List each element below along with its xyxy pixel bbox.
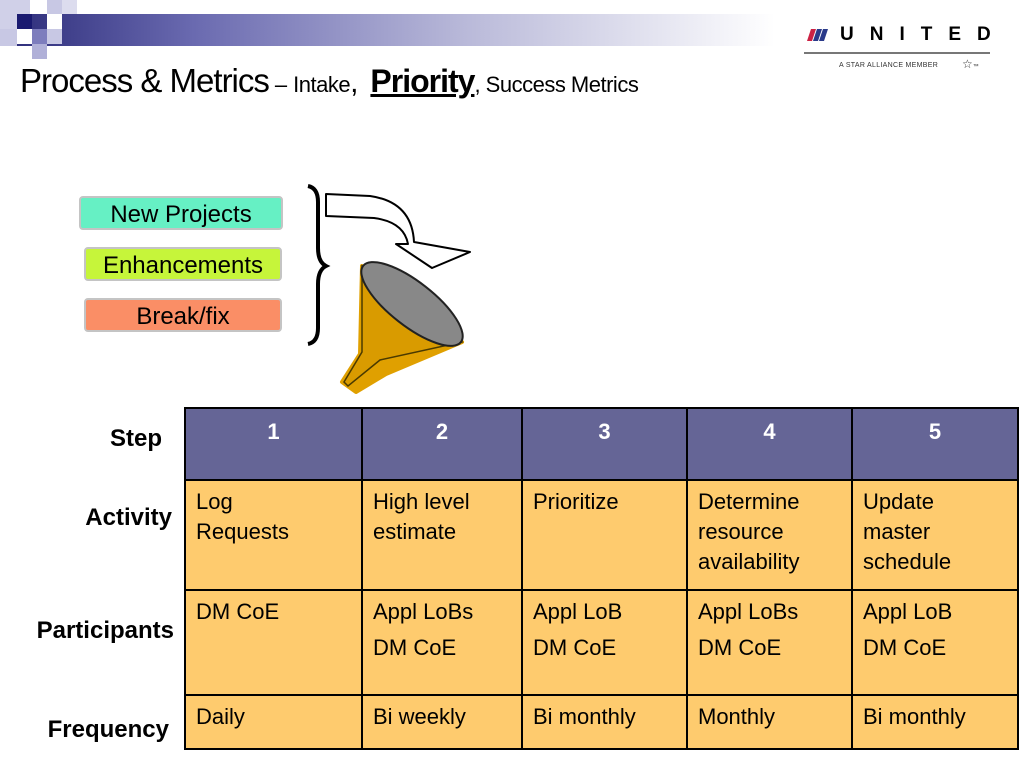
row-label-step: Step <box>109 425 162 452</box>
title-success-metrics: , Success Metrics <box>474 72 639 97</box>
intake-break-fix: Break/fix <box>84 298 282 332</box>
activity-line: Requests <box>196 519 289 544</box>
activity-line: Update <box>863 489 934 514</box>
activity-line: Log <box>196 489 233 514</box>
frequency-cell: Bi monthly <box>521 694 688 750</box>
participants-cell: Appl LoBs DM CoE <box>686 589 853 696</box>
title-comma: , <box>350 66 359 99</box>
page-title: Process & Metrics – Intake, Priority, Succe… <box>20 62 639 100</box>
row-label-activity: Activity <box>85 504 172 531</box>
participant-line: Appl LoB <box>863 599 953 624</box>
title-priority: Priority <box>370 63 475 99</box>
step-cell: 3 <box>521 407 688 481</box>
funnel-icon <box>340 261 464 394</box>
title-main: Process & Metrics <box>20 62 270 99</box>
participants-cell: DM CoE <box>184 589 363 696</box>
step-cell: 4 <box>686 407 853 481</box>
funnel-graphic <box>307 184 471 394</box>
row-label-participants: Participants <box>36 617 174 644</box>
activity-cell: Log Requests <box>184 479 363 591</box>
participant-line: DM CoE <box>373 635 457 660</box>
activity-line: Determine <box>698 489 800 514</box>
brace-icon <box>307 184 331 346</box>
activity-line: High level <box>373 489 470 514</box>
star-alliance-icon: ☆™ <box>962 57 979 71</box>
intake-enhancements: Enhancements <box>84 247 282 281</box>
activity-line: schedule <box>863 549 952 574</box>
frequency-cell: Monthly <box>686 694 853 750</box>
activity-line: availability <box>698 549 800 574</box>
logo-tagline: A STAR ALLIANCE MEMBER <box>839 62 939 69</box>
activity-line: estimate <box>373 519 457 544</box>
participant-line: DM CoE <box>698 635 782 660</box>
participants-cell: Appl LoB DM CoE <box>521 589 688 696</box>
frequency-row: Daily Bi weekly Bi monthly Monthly Bi mo… <box>184 694 1019 750</box>
activity-cell: Determine resource availability <box>686 479 853 591</box>
step-cell: 1 <box>184 407 363 481</box>
participants-row: DM CoE Appl LoBs DM CoE Appl LoB DM CoE … <box>184 589 1019 696</box>
united-logo: UNITED A STAR ALLIANCE MEMBER ☆™ <box>804 20 994 78</box>
frequency-cell: Daily <box>184 694 363 750</box>
activity-row: Log Requests High level estimate Priorit… <box>184 479 1019 591</box>
frequency-cell: Bi monthly <box>851 694 1019 750</box>
curved-arrow-icon <box>325 193 471 269</box>
corner-squares-decoration <box>0 0 80 60</box>
trademark: ™ <box>972 64 979 70</box>
participant-line: Appl LoBs <box>373 599 474 624</box>
title-intake: Intake <box>293 72 351 97</box>
participant-line: Appl LoBs <box>698 599 799 624</box>
step-cell: 2 <box>361 407 523 481</box>
participant-line: DM CoE <box>533 635 617 660</box>
activity-cell: Update master schedule <box>851 479 1019 591</box>
participant-line: DM CoE <box>863 635 947 660</box>
activity-cell: High level estimate <box>361 479 523 591</box>
process-table: 1 2 3 4 5 Log Requests High level estima… <box>184 407 1019 750</box>
participant-line: Appl LoB <box>533 599 623 624</box>
logo-divider <box>804 52 990 54</box>
title-dash: – <box>274 72 288 97</box>
frequency-cell: Bi weekly <box>361 694 523 750</box>
logo-wordmark: UNITED <box>840 24 1007 45</box>
activity-cell: Prioritize <box>521 479 688 591</box>
row-label-frequency: Frequency <box>47 716 169 743</box>
intake-new-projects: New Projects <box>79 196 283 230</box>
header-gradient-band <box>0 14 775 46</box>
participant-line: DM CoE <box>196 599 280 624</box>
activity-line: master <box>863 519 931 544</box>
activity-line: Prioritize <box>533 489 619 514</box>
activity-line: resource <box>698 519 784 544</box>
united-stripe-icon <box>807 29 828 41</box>
participants-cell: Appl LoB DM CoE <box>851 589 1019 696</box>
step-row: 1 2 3 4 5 <box>184 407 1019 481</box>
step-cell: 5 <box>851 407 1019 481</box>
participants-cell: Appl LoBs DM CoE <box>361 589 523 696</box>
